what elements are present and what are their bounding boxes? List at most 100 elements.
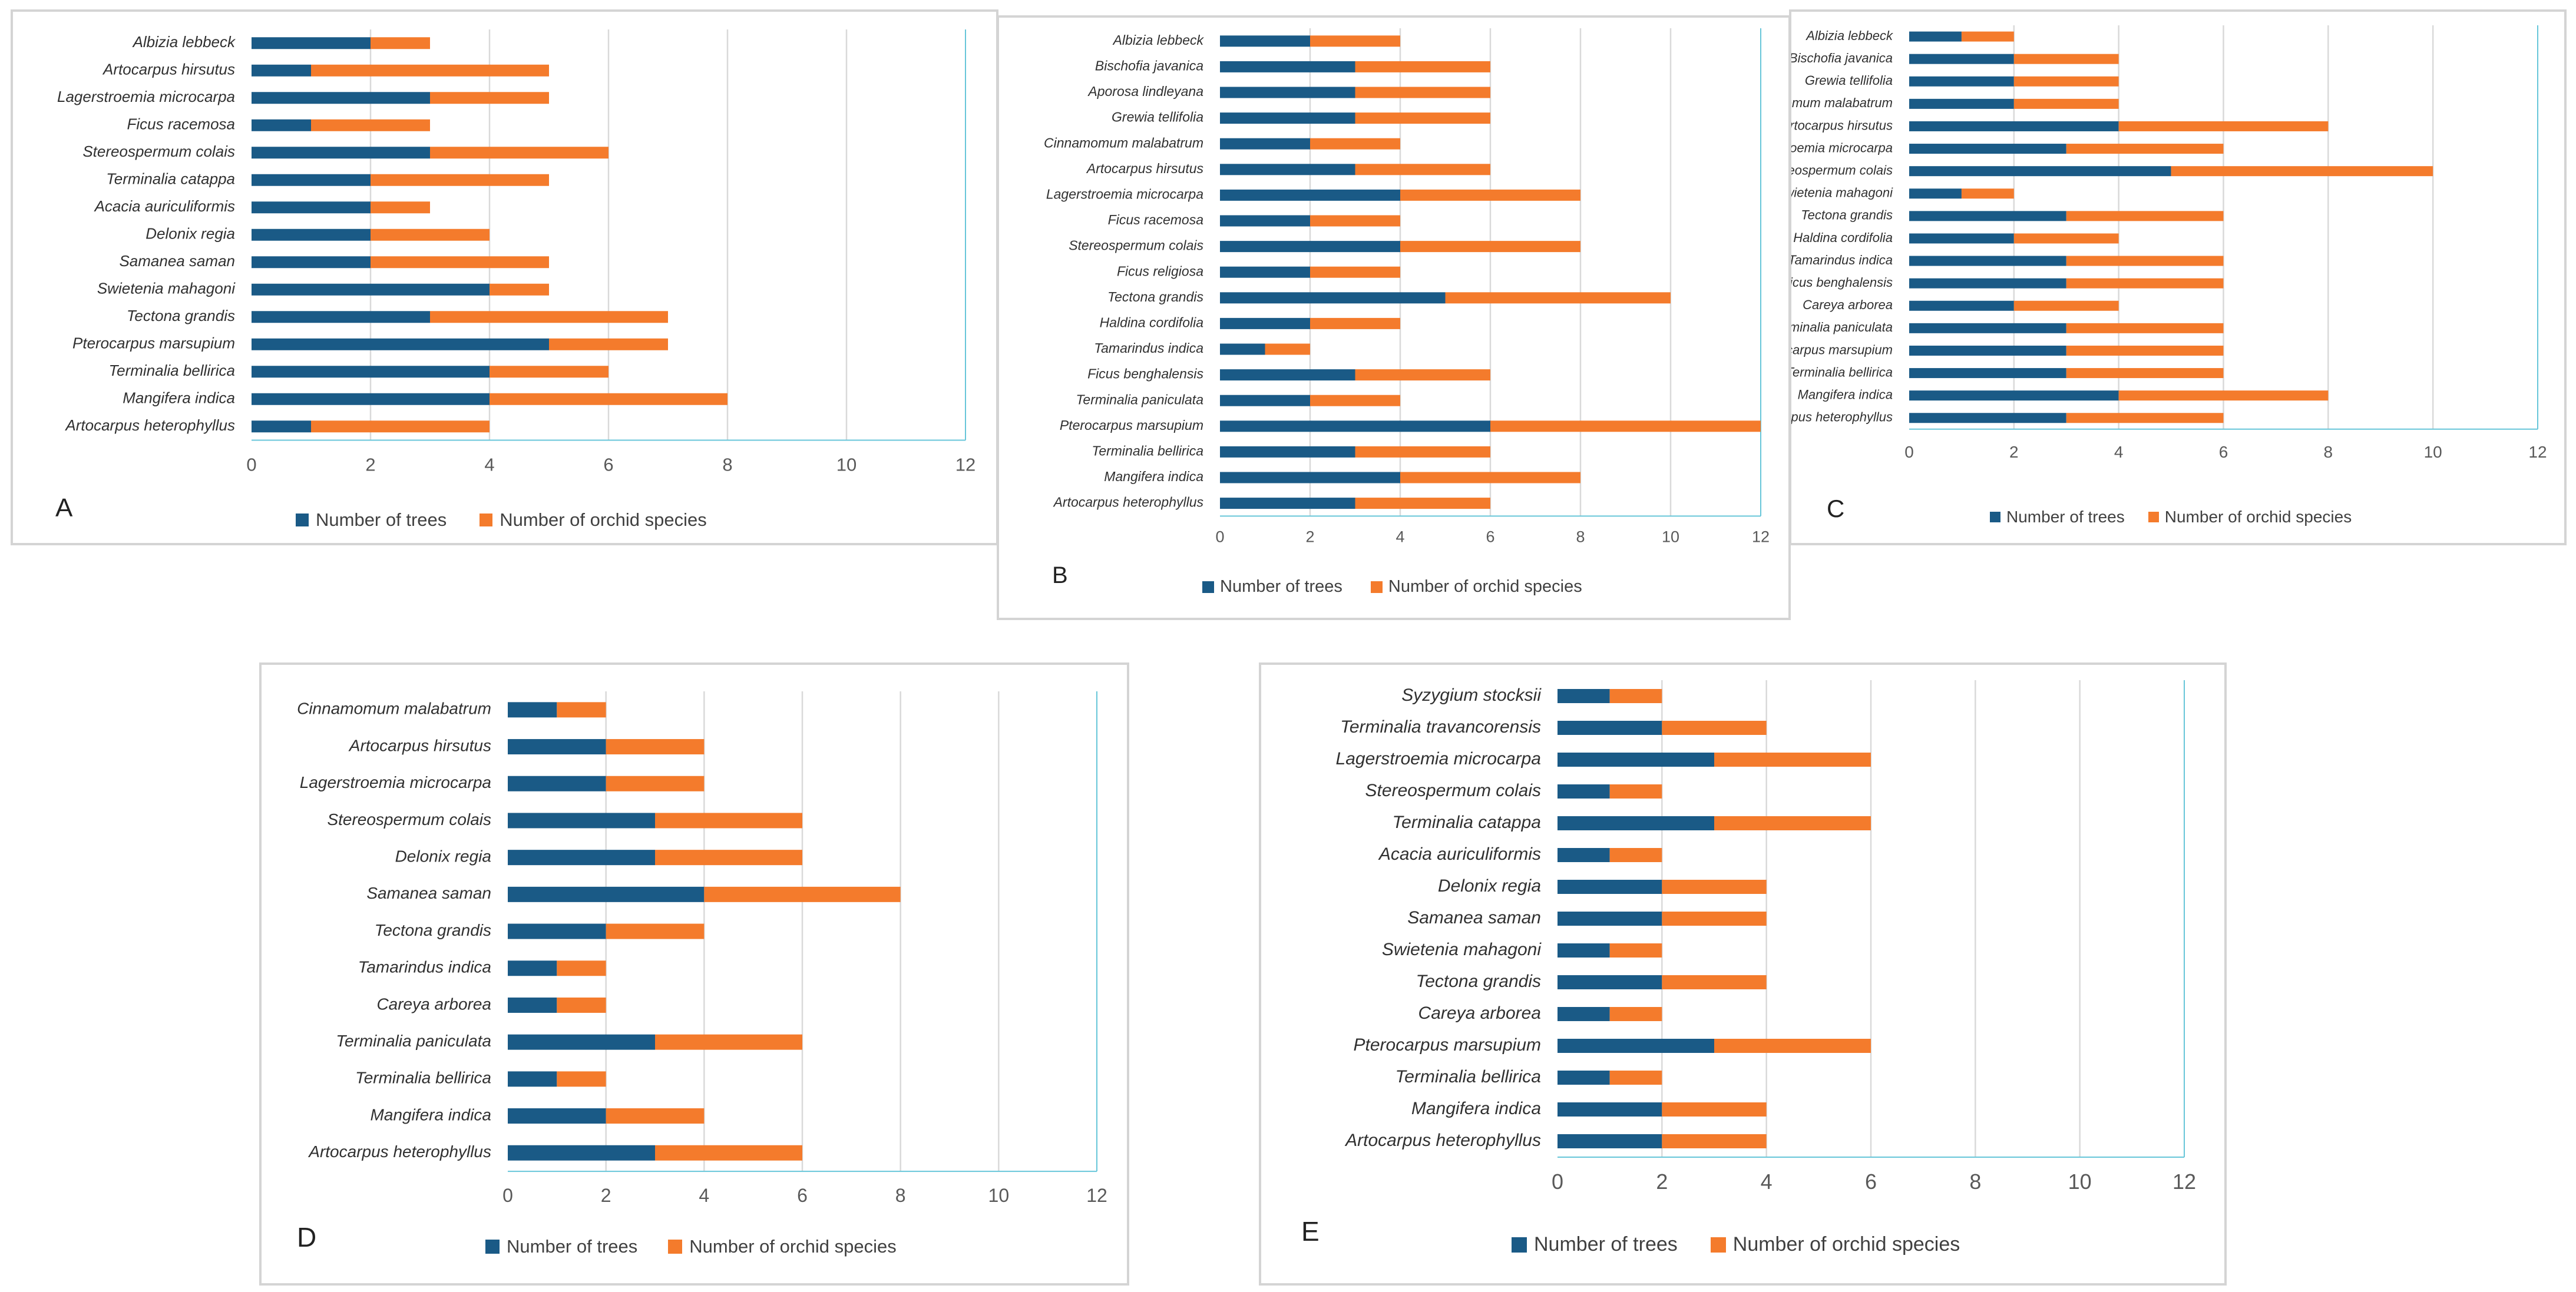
x-tick-label: 0 xyxy=(1904,443,1914,461)
bar-trees xyxy=(508,850,655,866)
bar-orchids xyxy=(1355,61,1490,72)
legend-trees-swatch xyxy=(296,514,309,526)
category-label: Stereospermum colais xyxy=(82,143,235,160)
legend-orchids-label: Number of orchid species xyxy=(2164,508,2352,526)
bar-orchids xyxy=(2066,211,2224,221)
x-tick-label: 2 xyxy=(601,1185,611,1206)
panel-label-b: B xyxy=(1052,562,1068,588)
category-label: Syzygium stocksii xyxy=(1401,685,1542,705)
bar-orchids xyxy=(2013,98,2119,109)
category-label: Terminalia paniculata xyxy=(336,1032,491,1050)
category-label: Ficus racemosa xyxy=(1108,212,1203,227)
category-label: Albizia lebbeck xyxy=(1805,28,1893,43)
bar-orchids xyxy=(606,776,705,791)
category-label: Tectona grandis xyxy=(375,921,491,939)
bar-orchids xyxy=(655,1145,802,1161)
category-label: Tectona grandis xyxy=(1416,972,1541,991)
legend-trees: Number of trees xyxy=(1512,1233,1678,1256)
legend-trees: Number of trees xyxy=(1202,577,1342,597)
bar-trees xyxy=(1557,753,1714,767)
bar-orchids xyxy=(2066,323,2224,333)
chart-panel-a: Albizia lebbeck Artocarpus hirsutus Lagers… xyxy=(11,9,998,545)
legend-orchids: Number of orchid species xyxy=(1710,1233,1960,1256)
bar-trees xyxy=(1909,98,2014,109)
bar-orchids xyxy=(1662,912,1767,926)
bar-orchids xyxy=(704,886,901,902)
legend-orchids-label: Number of orchid species xyxy=(1732,1233,1960,1255)
bar-orchids xyxy=(2013,233,2119,244)
bar-trees xyxy=(1557,721,1662,735)
bar-orchids xyxy=(371,174,549,186)
category-label: Swietenia mahagoni xyxy=(97,280,236,297)
category-label: Terminalia bellirica xyxy=(1396,1067,1541,1086)
bar-orchids xyxy=(655,850,802,866)
panel-label-e: E xyxy=(1301,1216,1320,1247)
category-label: Terminalia bellirica xyxy=(109,362,235,379)
bar-trees xyxy=(1220,266,1310,278)
legend-orchids: Number of orchid species xyxy=(2148,508,2352,526)
category-label: Terminalia catappa xyxy=(106,170,235,188)
category-label: Albizia lebbeck xyxy=(132,33,236,51)
bar-trees xyxy=(508,1145,655,1161)
bar-trees xyxy=(1909,368,2066,379)
bar-orchids xyxy=(1714,1039,1871,1053)
bar-trees xyxy=(1220,292,1446,304)
bar-orchids xyxy=(1961,188,2014,199)
bar-trees xyxy=(1557,816,1714,830)
x-tick-label: 2 xyxy=(365,455,375,475)
bar-trees xyxy=(1220,241,1400,253)
category-label: Mangifera indica xyxy=(123,389,235,407)
bar-orchids xyxy=(1310,395,1400,406)
category-label: Delonix regia xyxy=(1438,876,1541,896)
bar-trees xyxy=(252,256,371,269)
bar-orchids xyxy=(2066,413,2224,423)
bar-trees xyxy=(252,92,430,104)
bar-trees xyxy=(1909,390,2119,401)
bar-trees xyxy=(1909,345,2066,356)
category-label: Bischofia javanica xyxy=(1095,58,1203,73)
x-tick-label: 2 xyxy=(1305,528,1314,545)
category-label: Artocarpus heterophyllus xyxy=(1791,410,1893,425)
category-label: Lagerstroemia microcarpa xyxy=(57,88,235,105)
legend-trees-label: Number of trees xyxy=(507,1236,638,1257)
x-tick-label: 4 xyxy=(2114,443,2124,461)
bar-trees xyxy=(1909,323,2066,333)
category-label: Bischofia javanica xyxy=(1791,51,1893,65)
bar-orchids xyxy=(557,997,606,1013)
bar-trees xyxy=(508,923,606,939)
legend-trees-swatch xyxy=(1202,581,1214,593)
category-label: Cinnamomum malabatrum xyxy=(1791,95,1893,110)
bar-orchids xyxy=(430,92,549,104)
category-label: Artocarpus heterophyllus xyxy=(64,416,235,434)
panel-label-c: C xyxy=(1827,495,1845,522)
category-label: Lagerstroemia microcarpa xyxy=(300,773,491,791)
bar-trees xyxy=(252,201,371,214)
bar-trees xyxy=(1220,343,1265,355)
bar-trees xyxy=(508,1034,655,1050)
bar-orchids xyxy=(1714,816,1871,830)
bar-trees xyxy=(508,813,655,829)
category-label: Ficus racemosa xyxy=(127,115,236,133)
bar-trees xyxy=(1220,215,1310,227)
category-label: Terminalia paniculata xyxy=(1076,392,1203,407)
category-label: Ficus benghalensis xyxy=(1087,366,1203,382)
bar-orchids xyxy=(606,1108,705,1124)
bar-orchids xyxy=(1662,1134,1767,1148)
category-label: Terminalia paniculata xyxy=(1791,320,1893,334)
legend-trees-swatch xyxy=(1990,512,2000,522)
bar-trees xyxy=(252,228,371,241)
bar-trees xyxy=(252,37,371,49)
category-label: Haldina cordifolia xyxy=(1100,314,1203,330)
category-label: Pterocarpus marsupium xyxy=(72,334,235,352)
bar-trees xyxy=(508,886,705,902)
category-label: Tamarindus indica xyxy=(1791,253,1893,267)
category-label: Stereospermum colais xyxy=(1791,163,1893,177)
bar-orchids xyxy=(557,960,606,976)
category-label: Delonix regia xyxy=(146,225,235,243)
category-label: Artocarpus heterophyllus xyxy=(307,1142,491,1161)
bar-orchids xyxy=(1609,1071,1662,1085)
bar-orchids xyxy=(1310,317,1400,329)
bar-trees xyxy=(1909,188,1962,199)
bar-orchids xyxy=(1355,164,1490,175)
category-label: Acacia auriculiformis xyxy=(1378,844,1541,864)
